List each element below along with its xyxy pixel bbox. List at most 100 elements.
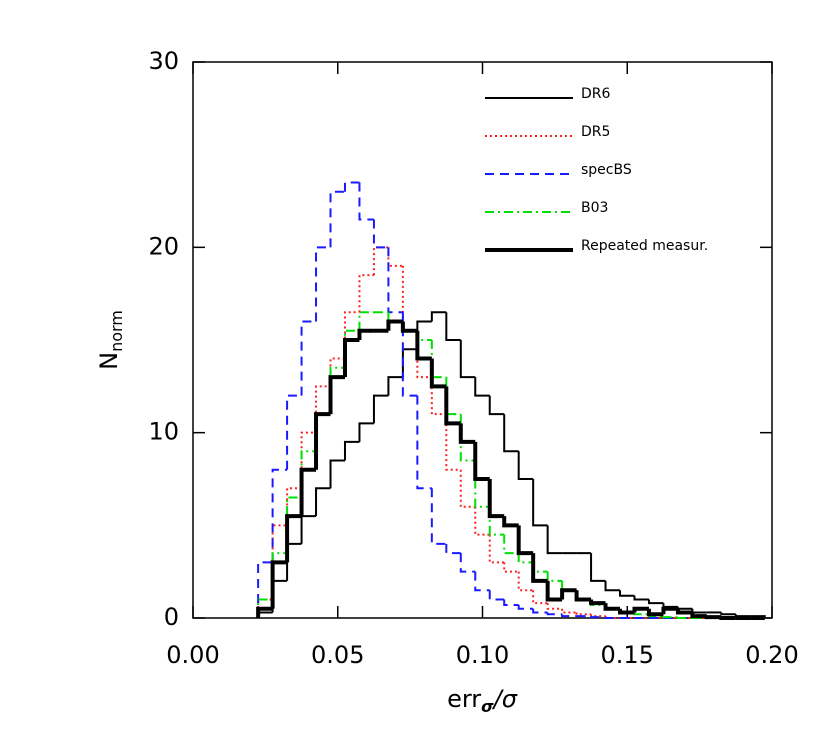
- histogram-step: [372, 246, 389, 276]
- histogram-step: [400, 321, 418, 333]
- histogram-step: [474, 377, 490, 397]
- histogram-step: [358, 422, 374, 442]
- histogram-step: [704, 615, 722, 620]
- legend-label: DR6: [581, 86, 611, 102]
- histogram-step: [343, 329, 360, 368]
- histogram-step: [458, 423, 476, 444]
- x-tick-label: 0.15: [601, 641, 654, 669]
- histogram-step: [517, 553, 534, 564]
- histogram-step: [531, 553, 548, 583]
- histogram-step: [343, 440, 360, 461]
- histogram-step: [286, 496, 302, 554]
- histogram-step: [271, 552, 288, 600]
- histogram-step: [387, 376, 403, 396]
- histogram-step: [358, 182, 374, 221]
- histogram-step: [604, 580, 621, 592]
- legend-label: specBS: [581, 162, 632, 178]
- y-tick-label: 30: [148, 47, 179, 75]
- histogram-step: [503, 414, 519, 453]
- histogram-step: [357, 328, 374, 340]
- histogram-step: [474, 460, 490, 508]
- x-label-main: err: [447, 685, 481, 713]
- histogram-step: [387, 247, 403, 267]
- histogram-step: [459, 469, 476, 508]
- histogram-step: [315, 413, 331, 452]
- histogram-step: [590, 616, 606, 619]
- histogram-step: [257, 561, 273, 618]
- x-tick-label: 0.10: [456, 641, 509, 669]
- histogram-step: [459, 553, 476, 573]
- histogram-step: [502, 516, 519, 528]
- histogram-step: [430, 311, 447, 322]
- histogram-step: [300, 431, 317, 489]
- histogram-step: [720, 612, 736, 616]
- histogram-step: [487, 479, 505, 519]
- x-tick-label: 0.05: [311, 641, 364, 669]
- histogram-step: [430, 377, 447, 416]
- histogram-step: [661, 606, 678, 615]
- histogram-step: [445, 312, 461, 341]
- histogram-step: [387, 312, 403, 323]
- histogram-step: [315, 246, 331, 322]
- histogram-step: [546, 603, 563, 610]
- histogram-step: [561, 614, 577, 618]
- histogram-step: [343, 311, 360, 359]
- histogram-step: [286, 394, 302, 470]
- histogram-step: [271, 468, 288, 563]
- histogram-step: [358, 274, 374, 313]
- y-tick-label: 20: [148, 232, 179, 260]
- histogram-step: [329, 190, 345, 248]
- histogram-step: [676, 606, 693, 610]
- histogram-step: [561, 608, 577, 614]
- histogram-step: [516, 525, 534, 556]
- histogram-step: [386, 319, 403, 331]
- histogram-step: [300, 450, 317, 498]
- histogram-step: [604, 617, 621, 619]
- histogram-step: [444, 386, 461, 426]
- histogram-step: [517, 605, 534, 610]
- histogram-step: [416, 320, 432, 350]
- histogram-step: [416, 330, 432, 341]
- x-label-tail: /σ: [492, 685, 518, 713]
- histogram-step: [445, 414, 461, 471]
- histogram-step: [488, 590, 505, 601]
- histogram-step: [503, 562, 519, 573]
- histogram-step: [416, 330, 432, 379]
- histogram-step: [445, 377, 461, 416]
- histogram-step: [343, 181, 360, 192]
- histogram-step: [372, 219, 389, 249]
- histogram-step: [633, 595, 649, 601]
- x-label-sub: σ: [481, 697, 494, 716]
- histogram-step: [315, 487, 331, 517]
- x-tick-label: 0.20: [745, 641, 798, 669]
- histogram-step: [329, 366, 345, 415]
- legend-label: B03: [581, 200, 608, 216]
- histogram-step: [474, 571, 490, 592]
- x-axis-label: errσ/σ: [447, 685, 518, 716]
- histogram-step: [575, 612, 592, 616]
- histogram-step: [415, 330, 432, 361]
- histogram-step: [590, 614, 606, 618]
- histogram-step: [459, 414, 476, 462]
- histogram-step: [271, 579, 288, 613]
- histogram-step: [662, 603, 678, 608]
- histogram-step: [734, 614, 751, 618]
- histogram-step: [372, 394, 389, 424]
- histogram-step: [285, 514, 302, 563]
- histogram-step: [619, 590, 635, 597]
- histogram-step: [546, 612, 563, 616]
- legend-label: DR5: [581, 124, 610, 140]
- histogram-step: [401, 348, 418, 378]
- histogram-step: [300, 320, 317, 396]
- histogram-step: [574, 590, 592, 602]
- histogram-step: [430, 488, 447, 545]
- histogram-step: [445, 543, 461, 555]
- histogram-step: [300, 515, 317, 544]
- histogram-step: [286, 487, 302, 526]
- histogram-step: [532, 608, 548, 614]
- histogram-step: [532, 479, 548, 527]
- histogram-step: [690, 612, 707, 619]
- histogram-step: [603, 603, 621, 611]
- histogram-step: [416, 395, 432, 490]
- y-axis-label: Nnorm: [95, 310, 126, 370]
